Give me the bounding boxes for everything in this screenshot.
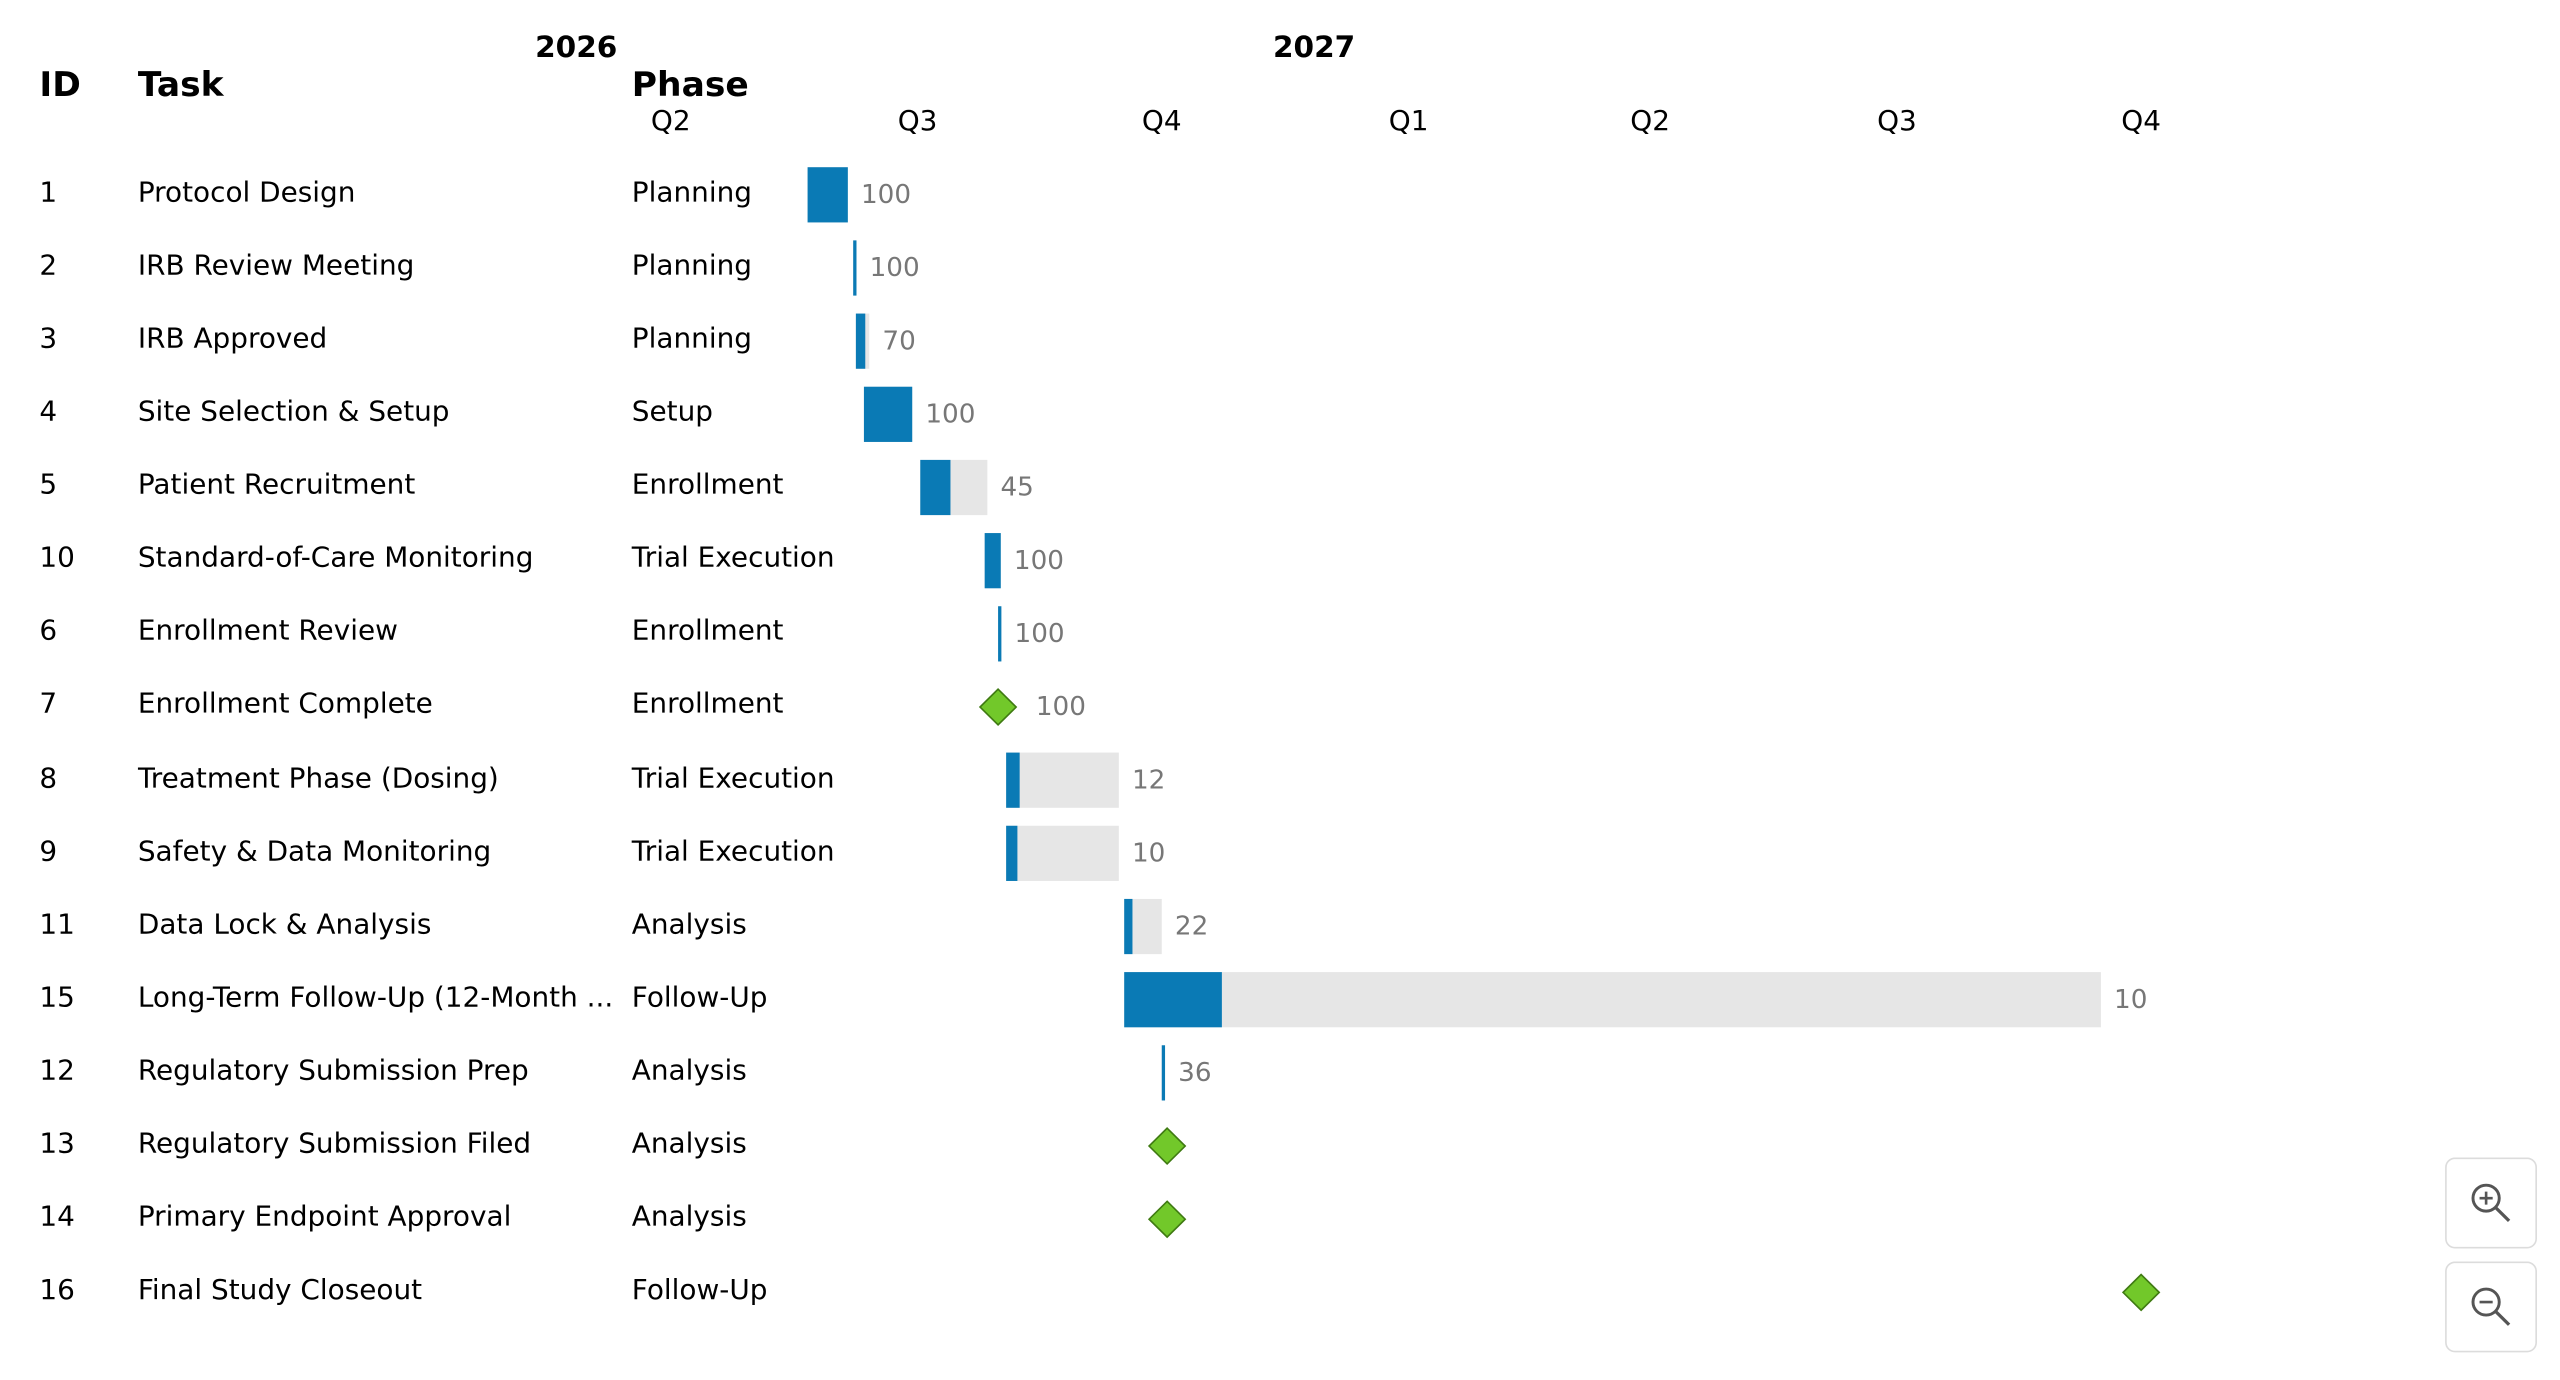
progress-label: 100 — [1015, 619, 1065, 649]
task-id: 13 — [39, 1128, 75, 1161]
task-phase: Enrollment — [631, 469, 784, 503]
task-phase: Trial Execution — [631, 762, 835, 795]
task-id: 6 — [39, 615, 58, 649]
task-phase: Planning — [631, 323, 752, 356]
zoom-out-button[interactable] — [2445, 1261, 2537, 1353]
task-id: 5 — [39, 469, 58, 503]
header-phase: Phase — [631, 64, 749, 104]
task-phase: Setup — [631, 396, 713, 429]
milestone-marker[interactable] — [1147, 1127, 1187, 1166]
header-id: ID — [39, 64, 81, 104]
progress-label: 100 — [1014, 546, 1064, 576]
progress-label: 100 — [870, 253, 920, 283]
task-id: 4 — [39, 396, 58, 429]
task-id: 3 — [39, 323, 58, 356]
quarter-label: Q1 — [1388, 105, 1429, 138]
task-phase: Analysis — [631, 1201, 747, 1234]
task-id: 8 — [39, 762, 58, 795]
task-phase: Trial Execution — [631, 542, 835, 576]
progress-label: 70 — [882, 326, 915, 356]
task-id: 12 — [39, 1054, 75, 1088]
quarter-label: Q2 — [650, 105, 691, 138]
task-id: 7 — [39, 689, 58, 722]
zoom-in-button[interactable] — [2445, 1157, 2537, 1249]
task-bar[interactable] — [1006, 825, 1119, 881]
progress-label: 100 — [861, 180, 911, 210]
task-phase: Follow-Up — [631, 981, 768, 1015]
task-progress — [984, 533, 1001, 589]
task-progress — [853, 240, 857, 296]
quarter-label: Q4 — [1141, 105, 1182, 138]
progress-label: 22 — [1175, 912, 1208, 942]
task-phase: Analysis — [631, 1054, 747, 1088]
task-phase: Analysis — [631, 908, 747, 942]
task-progress — [1124, 972, 1222, 1028]
task-progress — [1161, 1045, 1166, 1101]
milestone-marker[interactable] — [1147, 1200, 1187, 1239]
quarter-label: Q3 — [1877, 105, 1917, 138]
task-progress — [863, 386, 913, 442]
task-id: 16 — [39, 1274, 75, 1307]
task-bar[interactable] — [1006, 752, 1119, 808]
task-id: 11 — [39, 908, 75, 942]
task-bar[interactable] — [1124, 972, 2101, 1028]
task-phase: Trial Execution — [631, 835, 835, 868]
milestone-marker[interactable] — [978, 688, 1018, 727]
progress-label: 100 — [1036, 692, 1086, 722]
task-phase: Planning — [631, 250, 752, 283]
progress-label: 36 — [1178, 1058, 1211, 1088]
task-progress — [807, 167, 848, 223]
task-id: 14 — [39, 1201, 75, 1234]
task-progress — [998, 606, 1002, 662]
task-phase: Planning — [631, 176, 752, 210]
task-phase: Follow-Up — [631, 1274, 768, 1307]
task-phase: Analysis — [631, 1128, 747, 1161]
header-task: Task — [137, 64, 224, 104]
task-progress — [1124, 898, 1133, 955]
quarter-label: Q2 — [1630, 105, 1670, 138]
task-phase: Enrollment — [631, 689, 784, 722]
task-id: 2 — [39, 250, 58, 283]
zoom-out-icon — [2471, 1287, 2511, 1326]
task-id: 1 — [39, 176, 58, 210]
year-label: 2026 — [535, 30, 618, 65]
year-label: 2027 — [1272, 30, 1356, 65]
progress-label: 12 — [1132, 765, 1165, 795]
task-phase: Enrollment — [631, 615, 784, 649]
progress-label: 100 — [925, 400, 975, 430]
milestone-marker[interactable] — [2121, 1273, 2161, 1312]
task-id: 10 — [39, 542, 75, 576]
task-progress — [1006, 752, 1020, 808]
quarter-label: Q4 — [2121, 105, 2161, 138]
task-id: 15 — [39, 981, 75, 1015]
quarter-label: Q3 — [897, 105, 938, 138]
zoom-in-icon — [2471, 1183, 2511, 1223]
task-progress — [855, 313, 866, 369]
progress-label: 10 — [2114, 985, 2147, 1015]
task-id: 9 — [39, 835, 58, 868]
task-progress — [920, 459, 951, 516]
progress-label: 10 — [1132, 839, 1165, 869]
task-progress — [1006, 825, 1018, 881]
progress-label: 45 — [1000, 473, 1033, 503]
